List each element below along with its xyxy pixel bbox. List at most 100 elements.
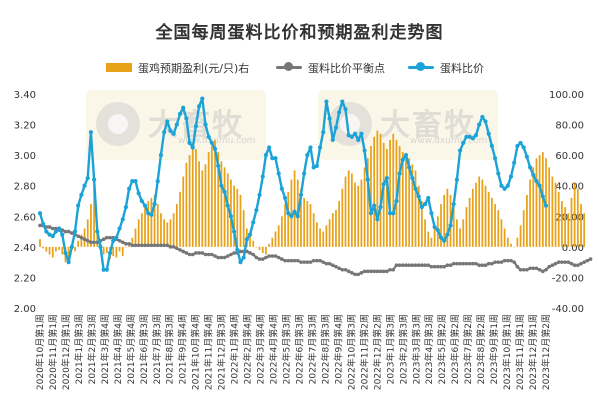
- profit-bar: [214, 139, 216, 247]
- profit-bar: [538, 155, 541, 247]
- profit-bar: [557, 191, 560, 247]
- left-axis-tick-label: 3.00: [14, 151, 36, 162]
- breakeven-point: [544, 267, 548, 272]
- breakeven-point: [324, 261, 329, 266]
- profit-bar: [274, 231, 277, 247]
- profit-bar: [389, 139, 391, 247]
- breakeven-point: [143, 243, 147, 248]
- breakeven-point: [178, 248, 182, 252]
- breakeven-point: [311, 258, 316, 263]
- breakeven-point: [429, 264, 434, 269]
- breakeven-point: [47, 225, 52, 229]
- ratio-point: [212, 146, 218, 152]
- profit-bar: [398, 145, 401, 247]
- profit-bar: [48, 246, 51, 255]
- x-axis-tick-label: 2020年12月第1周: [60, 314, 72, 390]
- breakeven-point: [194, 251, 198, 255]
- breakeven-point: [216, 255, 221, 260]
- breakeven-point: [343, 267, 348, 272]
- breakeven-point: [375, 269, 380, 274]
- breakeven-point: [556, 260, 561, 264]
- ratio-point: [333, 125, 339, 130]
- left-axis-tick-label: 3.20: [14, 121, 36, 132]
- breakeven-point: [264, 255, 268, 260]
- profit-bar: [217, 152, 220, 247]
- ratio-point: [515, 143, 520, 149]
- ratio-point: [368, 211, 374, 216]
- profit-bar: [309, 204, 312, 247]
- breakeven-point: [330, 263, 335, 268]
- ratio-point: [228, 214, 234, 219]
- profit-bar: [58, 246, 60, 250]
- profit-bar: [401, 152, 404, 247]
- profit-bar: [471, 188, 474, 247]
- profit-bar: [535, 158, 538, 247]
- breakeven-point: [203, 252, 208, 257]
- ratio-point: [197, 104, 202, 109]
- x-axis-tick-label: 2023年12月第2周: [540, 314, 552, 390]
- x-axis-tick-label: 2023年10月第1周: [501, 314, 513, 390]
- breakeven-point: [346, 269, 351, 274]
- profit-bar: [115, 246, 118, 258]
- profit-bar: [433, 228, 436, 247]
- ratio-point: [111, 238, 116, 243]
- profit-bar: [182, 176, 185, 247]
- breakeven-point: [553, 261, 558, 266]
- ratio-point: [60, 232, 65, 237]
- watermark-logo-icon: [96, 102, 140, 146]
- left-axis-tick-label: 3.40: [14, 90, 36, 101]
- profit-bar: [239, 194, 242, 247]
- breakeven-point: [120, 240, 125, 245]
- profit-bar: [252, 240, 255, 247]
- breakeven-point: [521, 267, 526, 272]
- ratio-point: [149, 212, 154, 217]
- breakeven-point: [308, 260, 313, 264]
- profit-bar: [328, 219, 331, 247]
- breakeven-point: [541, 269, 545, 274]
- ratio-point: [72, 229, 78, 234]
- ratio-point: [69, 244, 74, 249]
- x-axis-tick-label: 2022年6月第3周: [293, 314, 305, 384]
- profit-bar: [363, 167, 366, 247]
- x-axis-tick-label: 2022年4月第4周: [268, 314, 280, 384]
- breakeven-point: [483, 263, 488, 268]
- ratio-point: [101, 267, 106, 272]
- x-axis-tick-label: 2023年7月第2周: [462, 314, 474, 384]
- x-axis-tick-label: 2023年11月第1周: [514, 314, 526, 390]
- x-axis-tick-label: 2021年2月第3周: [86, 314, 98, 384]
- breakeven-point: [448, 263, 453, 268]
- breakeven-point: [563, 260, 567, 264]
- ratio-point: [464, 134, 469, 139]
- profit-bar: [258, 246, 261, 250]
- x-axis-tick-label: 2022年5月第3周: [281, 314, 293, 384]
- breakeven-point: [566, 260, 571, 264]
- x-axis-tick-label: 2021年12月第3周: [216, 314, 228, 390]
- x-axis-tick-label: 2023年2月第3周: [397, 314, 409, 384]
- ratio-point: [139, 198, 144, 204]
- x-axis-tick-label: 2022年10月第3周: [345, 314, 357, 390]
- breakeven-point: [381, 269, 386, 274]
- ratio-point: [422, 201, 428, 207]
- breakeven-point: [537, 267, 542, 272]
- profit-bar: [169, 219, 172, 247]
- profit-bar: [510, 243, 512, 247]
- breakeven-point: [467, 261, 472, 266]
- profit-bar: [156, 204, 159, 247]
- x-axis-tick-label: 2023年5月第2周: [436, 314, 448, 384]
- breakeven-point: [210, 252, 214, 257]
- ratio-point: [534, 179, 539, 184]
- profit-bar: [131, 237, 134, 247]
- breakeven-point: [426, 263, 431, 268]
- breakeven-point: [442, 264, 446, 269]
- breakeven-point: [337, 266, 341, 271]
- profit-bar: [564, 207, 566, 247]
- profit-bar: [459, 228, 461, 247]
- right-axis-tick-label: 40.00: [555, 182, 584, 193]
- breakeven-point: [365, 269, 370, 274]
- ratio-point: [524, 154, 530, 159]
- ratio-point: [540, 194, 545, 199]
- profit-bar: [280, 216, 283, 247]
- breakeven-point: [152, 243, 157, 248]
- profit-bar: [567, 213, 570, 247]
- x-axis-tick-label: 2021年1月第3周: [73, 314, 85, 384]
